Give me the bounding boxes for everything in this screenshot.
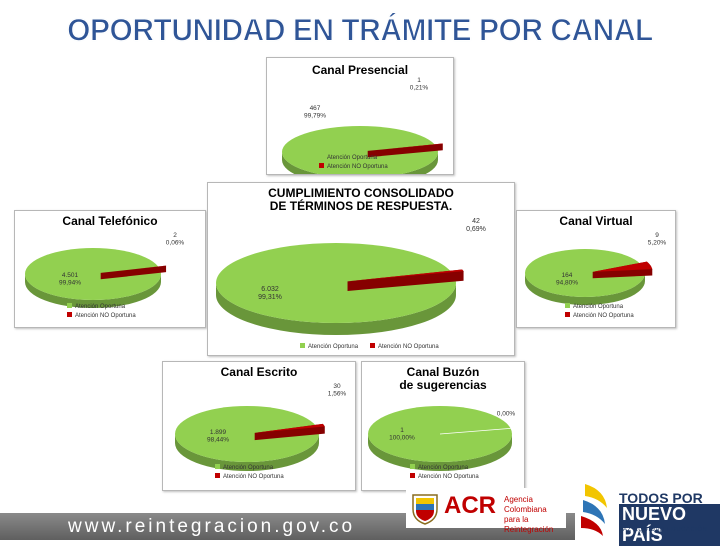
pie-slice-oportuna-side [175,434,319,471]
acr-name: ACR [444,492,496,519]
data-label-no-oportuna: 1 0,21% [410,77,429,92]
pie-slice-no-oportuna [592,261,653,272]
pie-slice-oportuna [282,126,438,174]
legend-label-oportuna: Atención Oportuna [75,304,126,310]
chart-panel-telefonico: Canal Telefónico 4.501 99,94% 2 0,06% Atenció… [14,210,206,328]
legend-swatch-oportuna [300,343,305,348]
pie-slice-oportuna-side [525,273,645,305]
pie-chart-svg: Canal Virtual 164 94,80% 9 5,20% Atención Opo… [525,214,667,319]
chart-panel-buzon: Canal Buzón de sugerencias 1 100,00% 0,00% At… [361,361,525,491]
acr-logo: ACR Agencia Colombiana para la Reintegra… [406,488,566,534]
legend-label-no-oportuna: Atención NO Oportuna [223,474,284,480]
pie-chart-svg: Canal Telefónico 4.501 99,94% 2 0,06% Atenció… [25,214,185,319]
data-label-no-oportuna: 30 1,56% [328,383,347,398]
chart-legend: Atención Oportuna Atención NO Oportuna [300,343,439,350]
pie-slice-oportuna-side [25,274,161,308]
legend-label-no-oportuna: Atención NO Oportuna [327,164,388,170]
chart-legend: Atención Oportuna Atención NO Oportuna [565,303,634,319]
pie-slice-no-oportuna [347,269,464,282]
chart-title: Canal Escrito [221,365,298,379]
data-label-oportuna: 1.899 98,44% [207,429,229,444]
legend-swatch-oportuna [319,154,324,159]
legend-swatch-no-oportuna [67,312,72,317]
data-label-no-oportuna: 2 0,06% [166,232,185,247]
legend-label-oportuna: Atención Oportuna [308,344,359,350]
legend-label-oportuna: Atención Oportuna [327,155,378,161]
legend-swatch-oportuna [215,464,220,469]
todos-por-un-nuevo-pais-logo: TODOS POR UN NUEVO PAÍS PAZ EQUIDAD EDUC… [575,476,720,546]
acr-subtitle: Agencia Colombiana para la Reintegración [504,495,554,534]
chart-title: Canal Virtual [559,214,632,228]
colombia-ribbon-icon [581,484,607,536]
pie-slice-no-oportuna-side [100,265,167,280]
pie-slice-no-oportuna [367,143,443,151]
pie-slice-no-oportuna [100,265,167,273]
pie-slice-oportuna-side [216,283,456,335]
pie-slice-no-oportuna-side [347,269,464,291]
pie-chart-svg: Canal Presencial 467 99,79% 1 0,21% Atención … [282,63,443,174]
footer-url[interactable]: www.reintegracion.gov.co [68,516,356,537]
pie-slice-oportuna [25,248,161,300]
legend-label-oportuna: Atención Oportuna [223,465,274,471]
data-label-no-oportuna: 0,00% [497,411,516,418]
pie-chart-svg: CUMPLIMIENTO CONSOLIDADO DE TÉRMINOS DE R… [216,186,486,350]
chart-title: Canal Presencial [312,63,408,77]
legend-swatch-no-oportuna [215,473,220,478]
chart-legend: Atención Oportuna Atención NO Oportuna [410,464,479,480]
legend-swatch-no-oportuna [370,343,375,348]
pie-chart-svg: Canal Buzón de sugerencias 1 100,00% 0,00% At… [368,365,516,480]
data-label-oportuna: 4.501 99,94% [59,272,81,287]
legend-label-oportuna: Atención Oportuna [573,304,624,310]
chart-legend: Atención Oportuna Atención NO Oportuna [67,303,136,319]
legend-swatch-oportuna [410,464,415,469]
legend-label-no-oportuna: Atención NO Oportuna [75,313,136,319]
tpnp-line3: PAZ EQUIDAD EDUCACIÓN [619,527,708,533]
data-label-oportuna: 6.032 99,31% [258,286,282,301]
legend-swatch-oportuna [67,303,72,308]
legend-label-oportuna: Atención Oportuna [418,465,469,471]
pie-chart-svg: Canal Escrito 1.899 98,44% 30 1,56% Atención … [175,365,347,480]
chart-panel-virtual: Canal Virtual 164 94,80% 9 5,20% Atención Opo… [516,210,676,328]
data-label-oportuna: 467 99,79% [304,105,326,120]
pie-slice-oportuna [525,249,645,297]
chart-legend: Atención Oportuna Atención NO Oportuna [319,154,388,170]
coat-of-arms-icon [412,494,438,525]
legend-swatch-no-oportuna [410,473,415,478]
legend-label-no-oportuna: Atención NO Oportuna [573,313,634,319]
pie-slice-oportuna-side [368,434,512,471]
data-label-oportuna: 1 100,00% [389,427,415,442]
pie-slice-oportuna [216,243,456,323]
chart-legend: Atención Oportuna Atención NO Oportuna [215,464,284,480]
legend-swatch-no-oportuna [319,163,324,168]
pie-slice-no-oportuna [254,423,325,433]
data-label-no-oportuna: 9 5,20% [648,232,667,247]
data-label-oportuna: 164 94,80% [556,272,578,287]
chart-panel-escrito: Canal Escrito 1.899 98,44% 30 1,56% Atención … [162,361,356,491]
page-title: OPORTUNIDAD EN TRÁMITE POR CANAL [67,13,654,49]
chart-title: CUMPLIMIENTO CONSOLIDADO DE TÉRMINOS DE R… [268,186,454,213]
pie-slice-oportuna [175,406,319,462]
legend-swatch-no-oportuna [565,312,570,317]
pie-slice-oportuna-side [282,152,438,174]
chart-panel-consolidado: CUMPLIMIENTO CONSOLIDADO DE TÉRMINOS DE R… [207,182,515,356]
data-label-no-oportuna: 42 0,69% [466,218,486,233]
legend-label-no-oportuna: Atención NO Oportuna [378,344,439,350]
legend-label-no-oportuna: Atención NO Oportuna [418,474,479,480]
chart-panel-presencial: Canal Presencial 467 99,79% 1 0,21% Atención … [266,57,454,175]
chart-title: Canal Telefónico [62,214,157,228]
chart-title: Canal Buzón de sugerencias [399,365,487,392]
pie-slice-no-oportuna-side [367,143,443,158]
pie-slice-no-oportuna [439,428,511,435]
legend-swatch-oportuna [565,303,570,308]
